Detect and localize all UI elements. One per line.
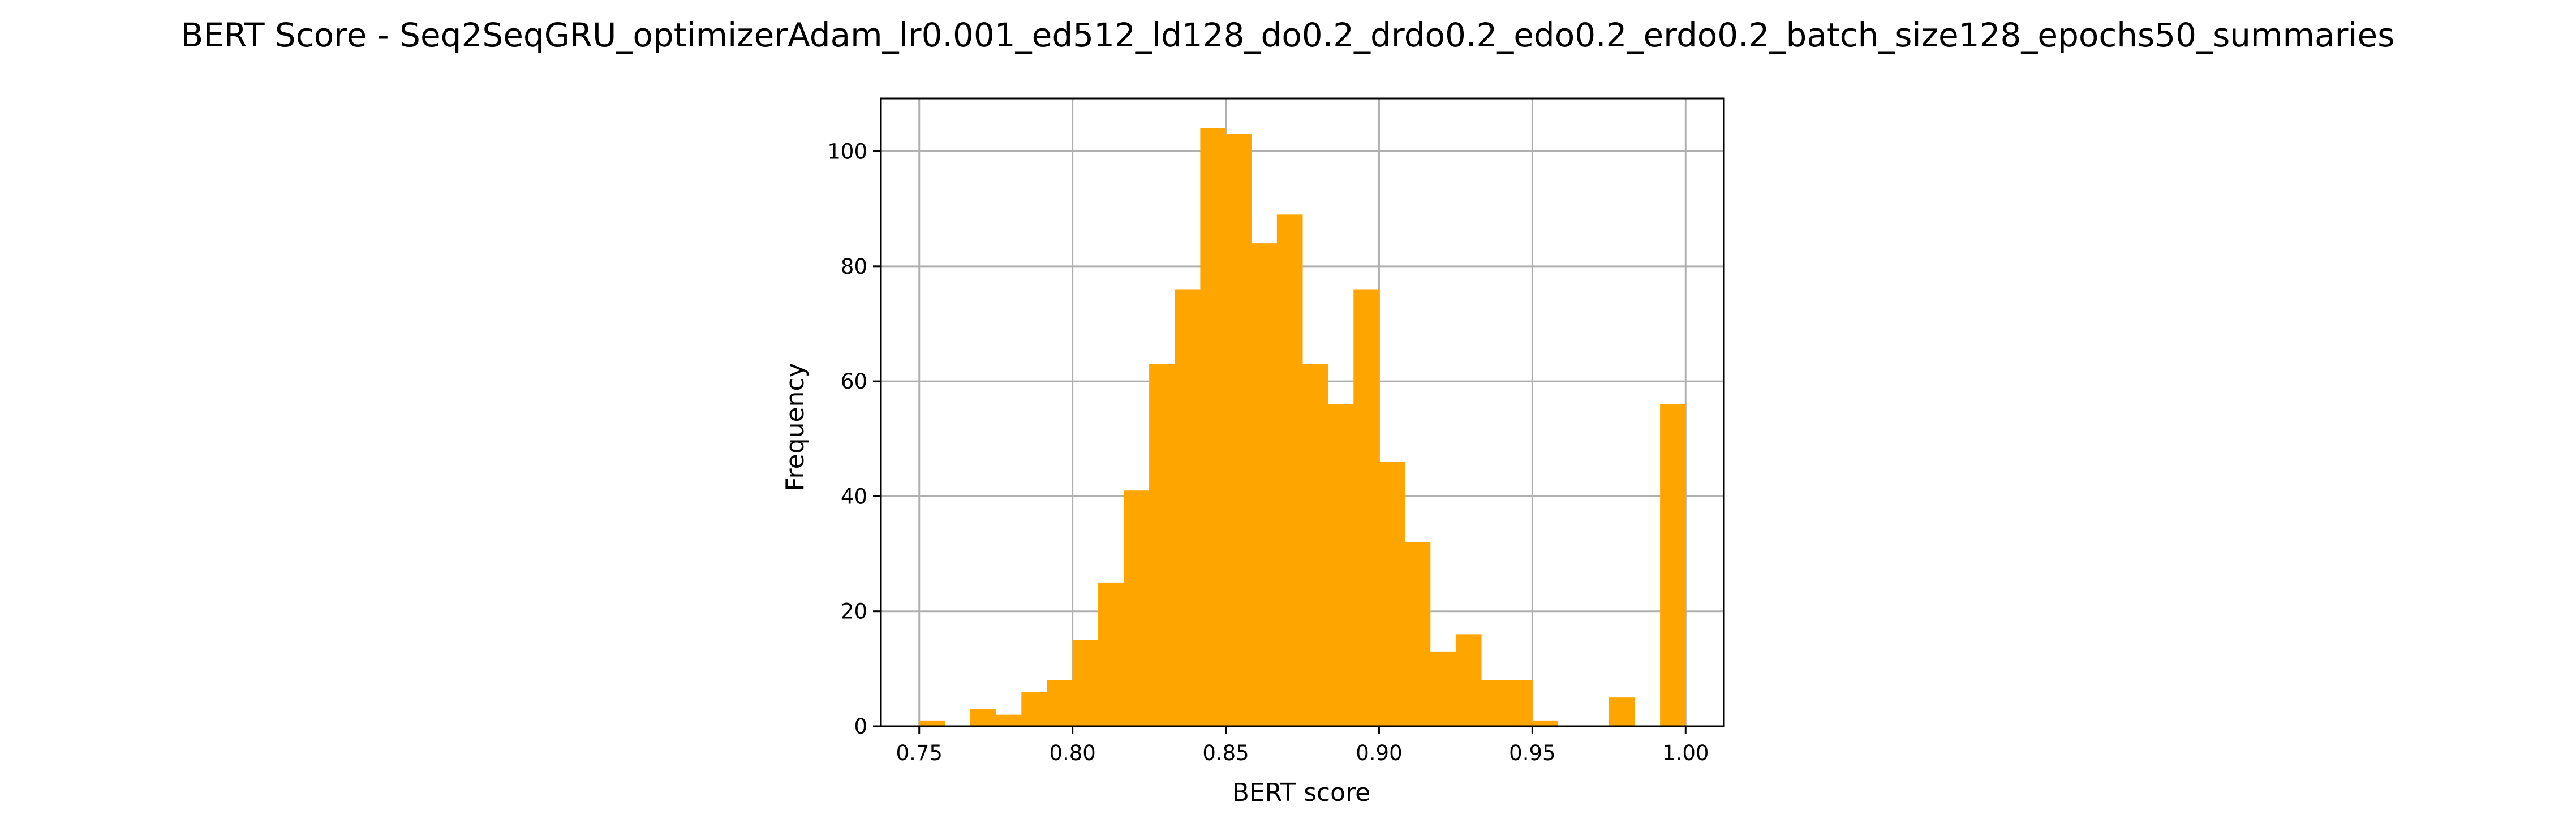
- chart-title: BERT Score - Seq2SeqGRU_optimizerAdam_lr…: [181, 16, 2395, 54]
- histogram-bar: [1302, 364, 1328, 726]
- histogram-bar: [1532, 720, 1559, 726]
- x-axis-label: BERT score: [1232, 778, 1370, 807]
- histogram-bar: [1149, 364, 1175, 726]
- histogram-bar: [1430, 651, 1456, 726]
- histogram-bar: [919, 720, 945, 726]
- y-tick-label: 80: [841, 255, 867, 279]
- histogram-bar: [1660, 404, 1686, 726]
- y-tick-label: 0: [854, 714, 867, 739]
- histogram-bar: [1098, 582, 1124, 726]
- histogram-bar: [1609, 697, 1635, 726]
- y-tick-label: 40: [841, 484, 867, 508]
- y-axis-label: Frequency: [781, 363, 810, 491]
- histogram-bar: [1200, 128, 1227, 726]
- x-axis-ticks: 0.75 0.80 0.85 0.90 0.95 1.00: [896, 726, 1709, 765]
- histogram-bar: [1276, 214, 1303, 726]
- histogram-bar: [1353, 289, 1379, 726]
- histogram-bar: [1328, 404, 1354, 726]
- histogram-bar: [1175, 289, 1201, 726]
- y-tick-label: 20: [841, 600, 867, 624]
- histogram-bar: [1225, 134, 1252, 726]
- x-tick-label: 0.95: [1509, 741, 1555, 765]
- histogram-bar: [1404, 542, 1431, 726]
- plot-frame: [880, 97, 1725, 727]
- histogram-bar: [1379, 462, 1405, 726]
- y-tick-label: 60: [841, 369, 867, 394]
- x-tick-label: 0.80: [1049, 741, 1095, 765]
- x-tick-label: 1.00: [1662, 741, 1709, 765]
- y-axis-ticks: 0 20 40 60 80 100: [827, 140, 881, 739]
- y-tick-label: 100: [827, 140, 867, 164]
- histogram-bar: [996, 714, 1022, 726]
- histogram-bars: [919, 128, 1686, 727]
- histogram-bar: [970, 709, 996, 726]
- histogram-bar: [1072, 640, 1099, 726]
- x-tick-label: 0.75: [896, 741, 943, 765]
- histogram-bar: [1455, 634, 1482, 726]
- histogram-bar: [1251, 243, 1278, 727]
- x-tick-label: 0.90: [1356, 741, 1402, 765]
- x-tick-label: 0.85: [1202, 741, 1249, 765]
- histogram-bar: [1123, 490, 1150, 726]
- histogram-bar: [1021, 692, 1047, 726]
- histogram-bar: [1507, 680, 1533, 726]
- histogram-bar: [1481, 680, 1507, 726]
- histogram-bar: [1047, 680, 1073, 726]
